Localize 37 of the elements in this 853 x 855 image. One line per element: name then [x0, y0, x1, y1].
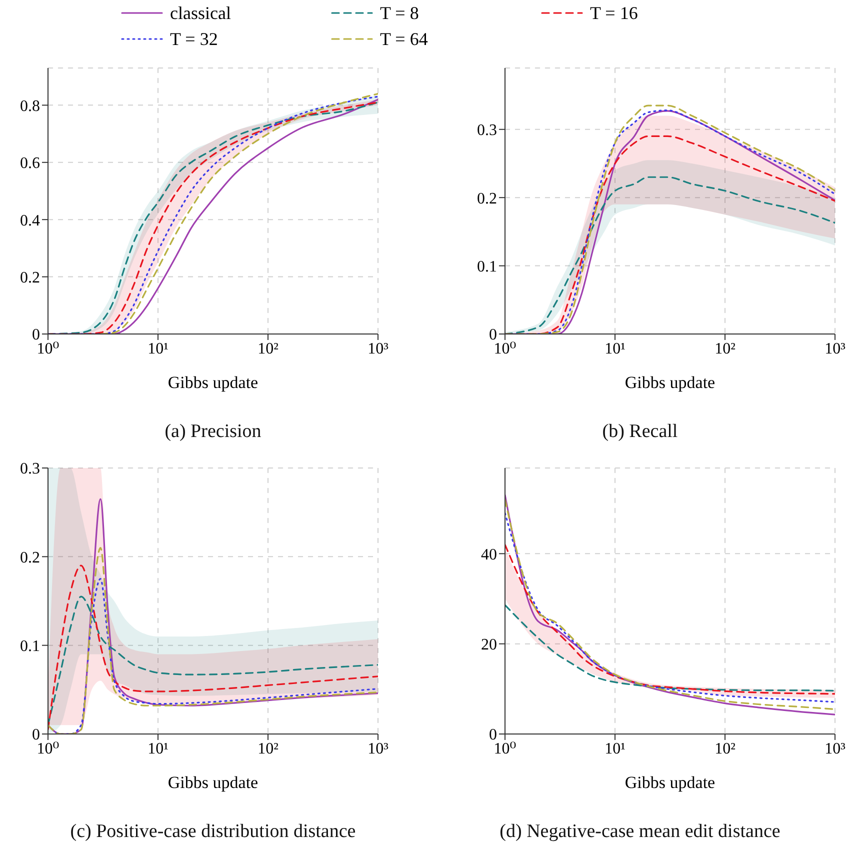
y-tick-label: 0.8 [20, 98, 40, 115]
y-tick-label: 0.1 [477, 258, 497, 276]
legend-label: classical [170, 2, 231, 24]
x-tick-label: 10¹ [148, 340, 169, 358]
y-tick-label: 0.6 [20, 155, 40, 172]
y-tick-label: 40 [481, 546, 497, 564]
text: (d) Negative-case mean edit distance [498, 821, 782, 843]
x-axis-title: Gibbs update [168, 773, 258, 792]
y-tick-label: 0.4 [20, 212, 40, 230]
x-tick-label: 10³ [824, 340, 846, 358]
text: (a) Precision [164, 421, 262, 443]
y-tick-label: 0.2 [477, 190, 497, 208]
x-tick-label: 10³ [368, 740, 389, 758]
x-tick-label: 10² [258, 740, 279, 758]
legend-label: T = 16 [590, 2, 638, 24]
x-axis-title: Gibbs update [624, 773, 716, 792]
y-tick-label: 0.2 [20, 269, 40, 286]
y-tick-label: 0.3 [477, 122, 497, 140]
x-tick-label: 10¹ [148, 740, 169, 758]
x-tick-label: 10² [258, 340, 279, 358]
legend-label: T = 64 [380, 28, 428, 50]
y-tick-label: 0.1 [20, 638, 40, 656]
x-axis-title: Gibbs update [624, 373, 716, 392]
x-tick-label: 10² [714, 740, 736, 758]
legend-label: T = 32 [170, 28, 218, 50]
text: (b) Recall [601, 421, 679, 443]
y-tick-label: 0.3 [20, 460, 40, 478]
text: (c) Positive-case distribution distance [69, 821, 357, 843]
x-tick-label: 10³ [368, 340, 389, 358]
y-tick-label: 0.2 [20, 549, 40, 566]
x-tick-label: 10¹ [604, 340, 626, 358]
x-tick-label: 10¹ [604, 740, 626, 758]
x-tick-label: 10³ [824, 740, 846, 758]
x-tick-label: 10² [714, 340, 736, 358]
x-axis-title: Gibbs update [168, 373, 258, 392]
y-tick-label: 20 [481, 636, 497, 654]
legend-label: T = 8 [380, 2, 419, 24]
